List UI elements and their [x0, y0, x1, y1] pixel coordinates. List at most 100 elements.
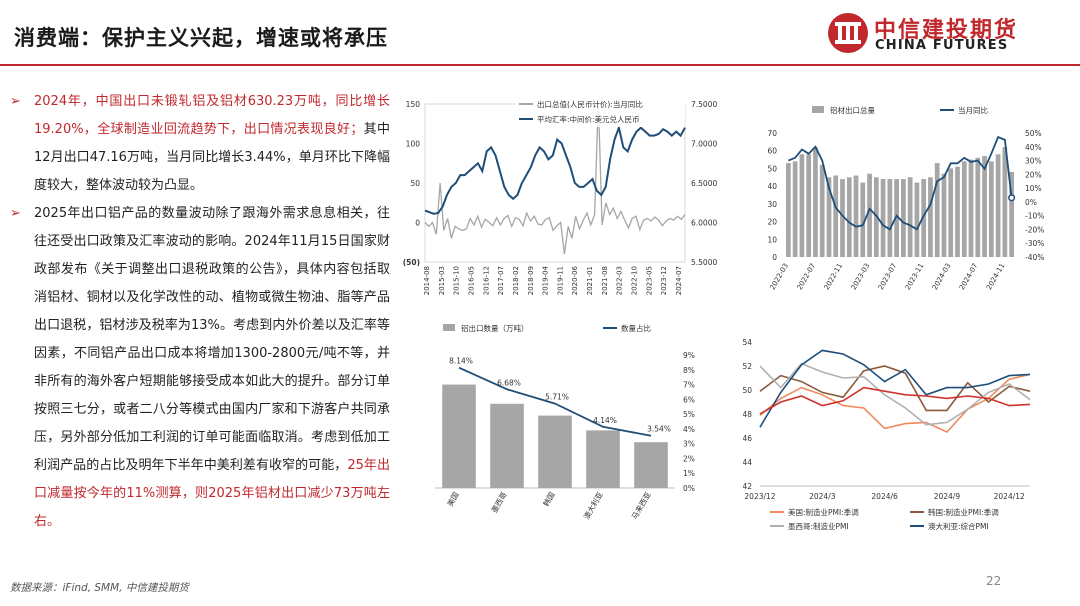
share-data-label: 5.71%: [545, 393, 569, 402]
x-tick-label: 2017-07: [497, 266, 505, 295]
share-data-label: 4.14%: [593, 416, 617, 425]
x-tick-label: 2022-03: [616, 266, 624, 295]
bar-country-volume: [586, 430, 620, 488]
y-tick-label: 50: [742, 386, 752, 395]
bullet-1-text: 其中12月出口47.16万吨，当月同比增长3.44%，单月环比下降幅度较大，整体…: [34, 122, 390, 193]
bar-export-volume: [786, 163, 791, 257]
bar-export-volume: [840, 179, 845, 257]
bullet-paragraph-2: ➢ 2025年出口铝产品的数量波动除了跟海外需求息息相关，往往还受出口政策及汇率…: [10, 200, 390, 536]
x-tick-label: 2021-08: [601, 266, 609, 295]
series-share-line: [458, 366, 652, 437]
bar-export-volume: [833, 175, 839, 257]
y-left-tick-label: 60: [767, 147, 777, 156]
y-right-tick-label: 7.5000: [691, 100, 717, 109]
bar-country-volume: [538, 415, 572, 488]
series-pmi-line-3: [759, 349, 1031, 428]
y-right-tick-label: 10%: [1025, 184, 1042, 193]
y-right-tick-label: 40%: [1025, 143, 1042, 152]
bullet-2-highlight: 25年出口减量按今年的11%测算，则2025年铝材出口减少73万吨左右。: [34, 458, 390, 529]
bar-export-volume: [846, 177, 852, 257]
y-right-tick-label: 5%: [683, 410, 695, 419]
bar-export-volume: [914, 182, 920, 257]
legend-export-volume-label: 铝材出口总量: [830, 105, 875, 115]
y-left-tick-label: (50): [403, 258, 420, 267]
y-right-tick-label: 6%: [683, 395, 695, 404]
bar-export-volume: [894, 179, 899, 257]
x-category-label: 韩国: [541, 490, 557, 508]
bar-export-volume: [1002, 147, 1008, 257]
y-right-tick-label: 20%: [1025, 170, 1042, 179]
y-right-tick-label: 7.0000: [691, 140, 717, 149]
legend-fx-rate-label: 平均汇率:中间价:美元兑人民币: [537, 114, 640, 124]
x-tick-label: 2023-03: [850, 262, 872, 291]
y-right-tick-label: 4%: [683, 425, 695, 434]
y-left-tick-label: 100: [406, 140, 421, 149]
bar-country-volume: [634, 442, 668, 488]
y-left-tick-label: 40: [767, 182, 777, 191]
y-right-tick-label: 0%: [1025, 198, 1037, 207]
y-right-tick-label: 6.0000: [691, 219, 717, 228]
y-left-tick-label: 150: [406, 100, 421, 109]
x-tick-label: 2018-09: [527, 266, 535, 295]
x-tick-label: 2024-03: [931, 262, 953, 291]
y-left-tick-label: 50: [410, 179, 420, 188]
legend-volume-yoy-label: 当月同比: [958, 105, 988, 115]
y-right-tick-label: 50%: [1025, 129, 1042, 138]
series-pmi-line-4: [759, 386, 1031, 415]
x-tick-label: 2022-10: [631, 266, 639, 295]
y-right-tick-label: -20%: [1025, 225, 1044, 234]
x-tick-label: 2023/12: [744, 492, 775, 501]
header-divider: [0, 64, 1080, 66]
y-left-tick-label: 20: [767, 218, 777, 227]
y-right-tick-label: -40%: [1025, 253, 1044, 262]
latest-point-marker: [1008, 194, 1016, 202]
x-tick-label: 2021-01: [586, 266, 594, 295]
legend-country-share-label: 数量占比: [621, 323, 651, 333]
bar-export-volume: [988, 161, 994, 257]
x-tick-label: 2022-11: [823, 262, 845, 291]
bar-export-volume: [826, 177, 832, 257]
series-volume-yoy-line: [788, 135, 1013, 231]
bar-export-volume: [792, 161, 798, 257]
series-pmi-line-0: [759, 373, 1031, 433]
legend-export-yoy-label: 出口总值(人民币计价):当月同比: [537, 99, 643, 109]
arrow-bullet-icon: ➢: [10, 206, 21, 221]
y-right-tick-label: 30%: [1025, 157, 1042, 166]
legend-export-volume-swatch: [812, 106, 824, 113]
x-tick-label: 2023-11: [904, 262, 926, 291]
y-right-tick-label: 7%: [683, 381, 695, 390]
legend-pmi-3-label: 澳大利亚:综合PMI: [928, 521, 989, 531]
plot-frame: [424, 103, 686, 263]
china-futures-logo-icon: [828, 13, 868, 53]
legend-pmi-0-label: 美国:制造业PMI:季调: [788, 507, 859, 517]
y-left-tick-label: 30: [767, 200, 777, 209]
x-category-label: 美国: [445, 490, 461, 508]
x-tick-label: 2022-03: [769, 262, 791, 291]
y-left-tick-label: 70: [767, 129, 777, 138]
bar-country-volume: [442, 384, 476, 488]
x-tick-label: 2018-02: [512, 266, 520, 295]
bar-country-volume: [490, 403, 524, 488]
y-tick-label: 46: [742, 434, 752, 443]
x-tick-label: 2024/6: [871, 492, 898, 501]
bar-export-volume: [975, 157, 981, 257]
bar-export-volume: [955, 166, 960, 257]
share-data-label: 3.54%: [647, 425, 671, 434]
bar-export-volume: [799, 154, 805, 257]
logo-name-en: CHINA FUTURES: [875, 38, 1009, 53]
bar-export-volume: [887, 179, 893, 257]
x-tick-label: 2015-10: [453, 266, 461, 295]
y-tick-label: 52: [742, 362, 752, 371]
share-data-label: 8.14%: [449, 357, 473, 366]
x-tick-label: 2023-05: [645, 266, 653, 295]
bar-export-volume: [948, 168, 954, 257]
y-right-tick-label: -10%: [1025, 212, 1044, 221]
y-right-tick-label: 8%: [683, 366, 695, 375]
logo-name-cn: 中信建投期货: [874, 18, 1019, 43]
x-tick-label: 2024/3: [809, 492, 836, 501]
x-tick-label: 2024-07: [675, 266, 683, 295]
bar-export-volume: [968, 159, 974, 257]
y-right-tick-label: 9%: [683, 351, 695, 360]
x-tick-label: 2019-04: [542, 265, 550, 295]
chart-export-by-country: 铝出口数量（万吨） 数量占比 9% 8% 7% 6% 5% 4% 3% 2% 1% 0% 美国 墨西哥 韩国…: [435, 323, 695, 521]
